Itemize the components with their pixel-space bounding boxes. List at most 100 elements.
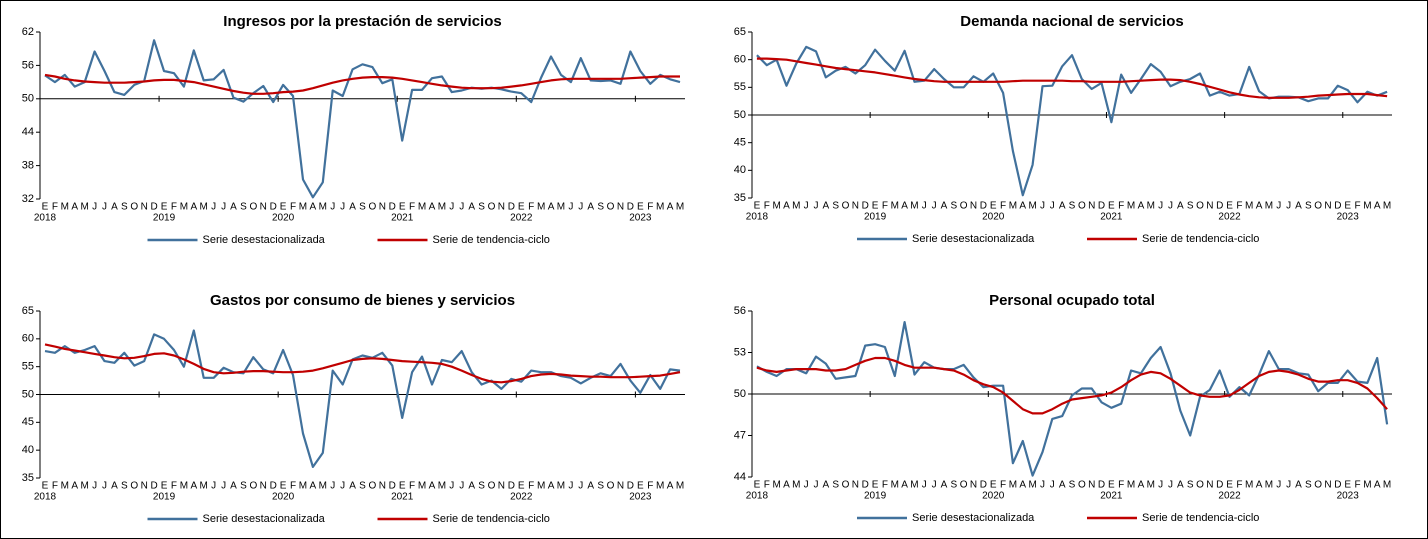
x-tick-label: J [102,202,107,213]
x-tick-label: F [1118,480,1124,491]
x-group-label: 2018 [746,491,769,502]
y-tick-label: 53 [734,346,746,358]
x-tick-label: A [1138,480,1145,491]
x-tick-label: M [1127,480,1135,491]
x-tick-label: M [557,202,565,213]
x-tick-label: M [180,202,188,213]
x-tick-label: A [349,481,356,492]
x-tick-label: A [111,481,118,492]
x-tick-label: A [310,202,317,213]
x-group-label: 2018 [746,212,769,223]
x-tick-label: M [1245,201,1253,212]
x-tick-label: O [1196,480,1204,491]
x-tick-label: M [1265,480,1273,491]
x-tick-label: M [676,481,684,492]
y-tick-label: 35 [22,472,34,484]
legend-label: Serie de tendencia-ciclo [433,234,550,246]
x-tick-label: A [1295,480,1302,491]
x-tick-label: J [568,202,573,213]
x-tick-label: J [221,481,226,492]
x-tick-label: M [200,481,208,492]
x-tick-label: J [1286,201,1291,212]
x-tick-label: A [1059,480,1066,491]
x-tick-label: N [1206,201,1213,212]
x-tick-label: F [52,481,58,492]
x-group-label: 2022 [510,492,533,503]
x-tick-label: D [508,481,515,492]
x-tick-label: O [488,481,496,492]
x-tick-label: J [568,481,573,492]
x-tick-label: N [1206,480,1213,491]
x-tick-label: S [478,481,485,492]
x-tick-label: J [578,202,583,213]
x-tick-label: M [1363,480,1371,491]
x-tick-label: O [1078,480,1086,491]
y-tick-label: 44 [734,471,746,483]
x-tick-label: F [171,202,177,213]
x-tick-label: E [280,202,287,213]
x-tick-label: M [792,480,800,491]
x-tick-label: E [161,202,168,213]
x-tick-label: N [141,202,148,213]
x-tick-label: F [52,202,58,213]
x-tick-label: J [1050,480,1055,491]
x-tick-label: M [1147,480,1155,491]
x-tick-label: S [121,202,128,213]
x-tick-label: F [1236,480,1242,491]
x-tick-label: M [438,481,446,492]
series-line [44,343,681,384]
x-tick-label: J [92,202,97,213]
x-tick-label: J [814,480,819,491]
x-tick-label: M [80,481,88,492]
x-tick-label: A [587,202,594,213]
x-tick-label: M [1245,480,1253,491]
x-tick-label: E [1108,201,1115,212]
x-tick-label: O [960,480,968,491]
x-tick-label: S [597,481,604,492]
x-tick-label: S [597,202,604,213]
x-tick-label: O [130,202,138,213]
x-tick-label: J [922,480,927,491]
x-tick-label: A [1019,201,1026,212]
x-tick-label: J [1158,480,1163,491]
x-tick-label: D [1098,480,1105,491]
x-tick-label: A [941,201,948,212]
x-tick-label: O [842,201,850,212]
x-tick-label: A [1256,201,1263,212]
x-tick-label: A [783,201,790,212]
x-tick-label: M [792,201,800,212]
y-tick-label: 32 [22,193,34,205]
x-tick-label: M [1009,480,1017,491]
x-tick-label: M [1009,201,1017,212]
y-tick-label: 60 [734,54,746,66]
x-tick-label: J [459,481,464,492]
x-tick-label: O [607,481,615,492]
x-group-label: 2023 [1337,491,1360,502]
x-tick-label: O [369,202,377,213]
x-tick-label: J [1168,480,1173,491]
x-tick-label: A [548,481,555,492]
series-line [756,57,1388,99]
x-tick-label: M [910,480,918,491]
legend-label: Serie desestacionalizada [203,513,326,525]
x-tick-label: O [607,202,615,213]
x-tick-label: M [299,481,307,492]
x-tick-label: F [409,202,415,213]
x-tick-label: M [80,202,88,213]
x-tick-label: D [389,481,396,492]
legend-label: Serie de tendencia-ciclo [1142,233,1259,245]
x-tick-label: F [647,481,653,492]
x-tick-label: J [330,481,335,492]
x-tick-label: A [468,481,475,492]
x-tick-label: E [1344,480,1351,491]
x-tick-label: N [1088,201,1095,212]
x-tick-label: S [359,202,366,213]
x-tick-label: J [102,481,107,492]
x-tick-label: M [1383,201,1391,212]
x-tick-label: J [449,202,454,213]
x-group-label: 2023 [629,492,652,503]
x-tick-label: J [814,201,819,212]
x-group-label: 2020 [982,491,1005,502]
x-tick-label: J [932,201,937,212]
x-tick-label: S [1305,201,1312,212]
